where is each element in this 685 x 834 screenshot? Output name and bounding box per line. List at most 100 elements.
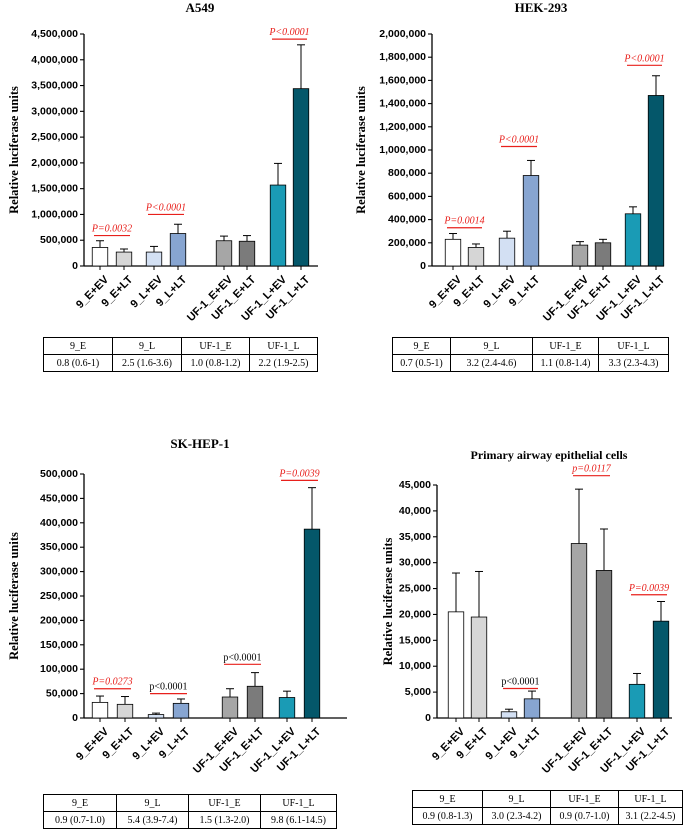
- table-value-row: 0.8 (0.6-1) 2.5 (1.6-3.6) 1.0 (0.8-1.2) 2.2…: [43, 354, 318, 372]
- p-value-label: P<0.0001: [498, 135, 539, 146]
- table-header-cell: 9_E: [392, 337, 451, 355]
- bar: [221, 696, 239, 719]
- fold-change-table: 9_E 9_L UF-1_E UF-1_L 0.9 (0.7-1.0) 5.4 (3.9-…: [43, 794, 337, 829]
- y-tick-label: 1,800,000: [379, 51, 426, 63]
- table-value-cell: 3.2 (2.4-4.6): [450, 354, 533, 372]
- bar: [498, 237, 516, 267]
- y-tick-label: 400,000: [40, 517, 78, 529]
- table-header-row: 9_E 9_L UF-1_E UF-1_L: [412, 790, 683, 808]
- table-value-cell: 0.9 (0.7-1.0): [43, 811, 117, 829]
- bar: [91, 247, 109, 267]
- y-tick-label: 350,000: [40, 541, 78, 553]
- bar: [652, 620, 670, 719]
- table-header-cell: 9_E: [412, 790, 483, 808]
- y-tick-label: 0: [72, 260, 78, 272]
- p-value-label: P=0.0032: [91, 224, 132, 235]
- y-tick-label: 200,000: [40, 614, 78, 626]
- y-tick-label: 3,000,000: [31, 105, 78, 117]
- p-value-label: p<0.0001: [223, 652, 261, 663]
- table-value-cell: 0.7 (0.5-1): [392, 354, 451, 372]
- chart-2: HEK-293 Relative luciferase units 0 200,000…: [354, 0, 667, 324]
- y-tick-label: 800,000: [388, 167, 426, 179]
- table-header-cell: UF-1_L: [598, 337, 669, 355]
- table-header-cell: UF-1_L: [260, 794, 337, 812]
- p-value-label: P=0.0014: [443, 216, 484, 227]
- y-tick-label: 2,000,000: [31, 157, 78, 169]
- y-tick-label: 100,000: [40, 663, 78, 675]
- p-value-label: P=0.0273: [91, 677, 132, 688]
- table-header-cell: 9_L: [450, 337, 533, 355]
- bar: [238, 240, 256, 267]
- y-tick-label: 30,000: [399, 557, 431, 569]
- table-value-cell: 1.1 (0.8-1.4): [532, 354, 599, 372]
- y-tick-label: 4,000,000: [31, 54, 78, 66]
- bar: [570, 543, 588, 719]
- y-tick-label: 1,000,000: [31, 208, 78, 220]
- bar: [303, 528, 321, 719]
- bar: [467, 247, 485, 267]
- y-tick-label: 500,000: [40, 234, 78, 246]
- chart-4: Primary airway epithelial cells Relative …: [381, 448, 672, 776]
- y-tick-label: 5,000: [405, 686, 431, 698]
- fold-change-table: 9_E 9_L UF-1_E UF-1_L 0.8 (0.6-1) 2.5 (1.6-3.…: [43, 337, 318, 372]
- table-value-cell: 3.0 (2.3-4.2): [482, 807, 551, 825]
- y-tick-label: 500,000: [40, 468, 78, 480]
- table-header-row: 9_E 9_L UF-1_E UF-1_L: [43, 337, 318, 355]
- y-tick-label: 150,000: [40, 639, 78, 651]
- table-value-row: 0.7 (0.5-1) 3.2 (2.4-4.6) 1.1 (0.8-1.4) 3.3…: [392, 354, 669, 372]
- bar: [647, 95, 665, 267]
- y-tick-label: 1,400,000: [379, 98, 426, 110]
- table-header-cell: 9_E: [43, 337, 113, 355]
- table-value-cell: 2.2 (1.9-2.5): [249, 354, 318, 372]
- y-tick-label: 2,500,000: [31, 131, 78, 143]
- chart-1: A549 Relative luciferase units 0 500,000 1,0…: [7, 0, 318, 324]
- table-value-cell: 3.3 (2.3-4.3): [598, 354, 669, 372]
- table-header-cell: UF-1_L: [618, 790, 683, 808]
- p-value-label: p<0.0001: [501, 676, 539, 687]
- fold-change-table: 9_E 9_L UF-1_E UF-1_L 0.9 (0.8-1.3) 3.0 (2.3-…: [412, 790, 683, 825]
- table-header-row: 9_E 9_L UF-1_E UF-1_L: [43, 794, 337, 812]
- bar: [522, 175, 540, 267]
- bar: [169, 233, 187, 267]
- y-tick-label: 400,000: [388, 214, 426, 226]
- y-tick-label: 250,000: [40, 590, 78, 602]
- y-tick-label: 1,500,000: [31, 183, 78, 195]
- bar: [145, 251, 163, 267]
- table-value-row: 0.9 (0.8-1.3) 3.0 (2.3-4.2) 0.9 (0.7-1.0) 3…: [412, 807, 683, 825]
- bar: [595, 570, 613, 719]
- p-value-label: P<0.0001: [623, 53, 664, 64]
- table-header-cell: UF-1_E: [181, 337, 250, 355]
- p-value-label: P<0.0001: [145, 202, 186, 213]
- y-tick-label: 25,000: [399, 583, 431, 595]
- table-value-cell: 1.5 (1.3-2.0): [188, 811, 261, 829]
- table-value-cell: 0.9 (0.7-1.0): [550, 807, 619, 825]
- p-value-label: P<0.0001: [268, 27, 309, 38]
- y-tick-label: 1,200,000: [379, 121, 426, 133]
- y-tick-label: 35,000: [399, 531, 431, 543]
- bar: [444, 238, 462, 267]
- table-value-cell: 1.0 (0.8-1.2): [181, 354, 250, 372]
- table-value-cell: 9.8 (6.1-14.5): [260, 811, 337, 829]
- y-axis-label: Relative luciferase units: [7, 532, 21, 660]
- table-value-cell: 5.4 (3.9-7.4): [116, 811, 189, 829]
- chart-title: HEK-293: [515, 0, 568, 15]
- y-tick-label: 10,000: [399, 660, 431, 672]
- y-tick-label: 40,000: [399, 505, 431, 517]
- table-header-cell: 9_L: [116, 794, 189, 812]
- y-tick-label: 2,000,000: [379, 28, 426, 40]
- bar: [147, 714, 165, 719]
- table-value-cell: 0.9 (0.8-1.3): [412, 807, 483, 825]
- p-value-label: P=0.0039: [628, 583, 669, 594]
- table-header-cell: 9_L: [112, 337, 182, 355]
- bar: [624, 213, 642, 267]
- bar: [628, 683, 646, 719]
- bar: [278, 697, 296, 719]
- y-tick-label: 45,000: [399, 479, 431, 491]
- y-tick-label: 20,000: [399, 608, 431, 620]
- table-value-cell: 3.1 (2.2-4.5): [618, 807, 683, 825]
- bar: [447, 611, 465, 719]
- y-tick-label: 0: [420, 260, 426, 272]
- fold-change-table: 9_E 9_L UF-1_E UF-1_L 0.7 (0.5-1) 3.2 (2.4-4.…: [392, 337, 669, 372]
- bar: [172, 702, 190, 719]
